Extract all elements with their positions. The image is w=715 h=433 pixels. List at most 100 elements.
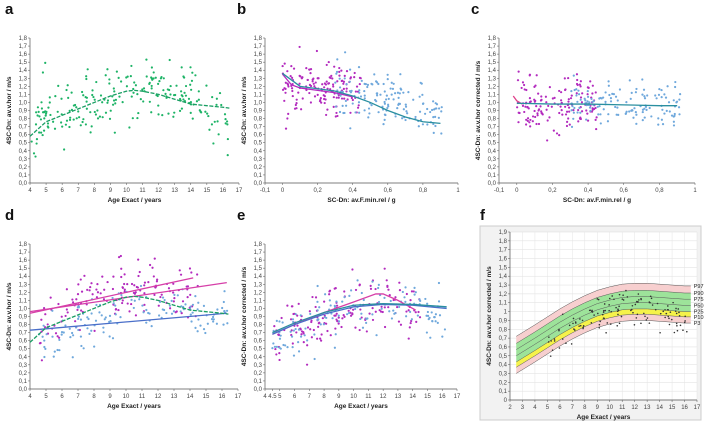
data-point xyxy=(297,328,301,331)
data-point xyxy=(297,91,300,94)
data-point xyxy=(354,307,357,311)
data-point xyxy=(314,81,317,84)
data-point xyxy=(413,286,416,289)
data-point xyxy=(650,115,653,118)
data-point xyxy=(328,293,331,296)
data-point xyxy=(568,324,571,327)
data-point xyxy=(437,107,441,110)
data-point xyxy=(158,80,161,83)
data-point xyxy=(80,344,83,348)
percentile-label: P90 xyxy=(694,291,704,297)
data-point xyxy=(408,326,411,329)
x-tick-label: 5 xyxy=(546,405,550,411)
data-point xyxy=(161,308,164,311)
data-point xyxy=(567,76,570,80)
data-point xyxy=(370,82,373,85)
data-point xyxy=(432,100,435,103)
data-point xyxy=(86,327,89,330)
data-point xyxy=(630,91,633,94)
data-point xyxy=(157,113,160,116)
y-tick-label: 1 xyxy=(504,310,508,316)
x-tick-label: 9 xyxy=(108,394,112,400)
y-tick-label: 0,6 xyxy=(488,133,497,139)
data-point xyxy=(284,344,287,347)
data-point xyxy=(343,290,346,293)
data-point xyxy=(72,334,75,337)
data-point xyxy=(153,257,156,260)
data-point xyxy=(111,337,115,340)
x-tick-label: 11 xyxy=(139,188,146,194)
data-point xyxy=(43,339,46,342)
data-point xyxy=(649,301,651,304)
data-point xyxy=(407,91,410,94)
data-point xyxy=(338,86,342,89)
fit-line xyxy=(29,89,230,137)
x-tick-label: 9 xyxy=(596,405,600,411)
data-point xyxy=(432,116,435,119)
data-point xyxy=(52,355,55,358)
data-point xyxy=(179,310,182,313)
x-tick-label: 11 xyxy=(139,394,146,400)
y-tick-label: 0 xyxy=(504,398,508,404)
data-point xyxy=(286,70,289,73)
x-tick-label: 8 xyxy=(92,394,96,400)
x-tick-label: 6 xyxy=(60,394,64,400)
data-point xyxy=(349,314,353,317)
data-point xyxy=(616,99,619,102)
y-tick-label: 0,0 xyxy=(254,181,263,187)
x-tick-label: 12 xyxy=(380,394,387,400)
data-point xyxy=(77,328,80,332)
data-point xyxy=(369,287,373,290)
data-point xyxy=(150,76,153,79)
data-point xyxy=(205,84,208,87)
data-point xyxy=(386,285,389,289)
y-tick-label: 1,2 xyxy=(488,84,497,90)
data-point xyxy=(591,311,594,313)
data-point xyxy=(602,311,605,313)
data-point xyxy=(289,330,292,333)
x-tick-label: 13 xyxy=(395,394,402,400)
data-point xyxy=(292,320,295,324)
data-point xyxy=(294,313,297,316)
fit-line xyxy=(272,303,447,335)
x-tick-label: 14 xyxy=(656,405,663,411)
data-point xyxy=(631,304,634,307)
data-point xyxy=(567,100,570,103)
data-point xyxy=(598,323,601,326)
data-point xyxy=(287,112,290,116)
data-point xyxy=(308,91,311,95)
data-point xyxy=(383,325,387,329)
data-point xyxy=(143,303,146,306)
data-point xyxy=(571,105,574,108)
data-point xyxy=(106,68,109,71)
data-point xyxy=(275,345,279,348)
data-point xyxy=(310,336,313,339)
data-point xyxy=(69,336,72,339)
data-point xyxy=(678,311,680,314)
data-point xyxy=(641,78,644,81)
data-point xyxy=(159,295,162,299)
data-point xyxy=(384,98,388,101)
data-point xyxy=(98,311,101,314)
data-point xyxy=(363,94,366,97)
data-point xyxy=(385,279,388,282)
data-point xyxy=(642,88,646,91)
data-point xyxy=(354,326,357,329)
data-point xyxy=(558,347,561,349)
data-point xyxy=(34,155,37,158)
data-point xyxy=(547,104,550,108)
data-point xyxy=(356,279,359,282)
data-point xyxy=(618,88,622,91)
data-point xyxy=(102,326,105,329)
data-point xyxy=(660,96,663,99)
panel-label: b xyxy=(237,1,246,18)
x-tick-label: 8 xyxy=(322,394,326,400)
data-point xyxy=(590,97,593,101)
data-point xyxy=(335,111,338,115)
data-point xyxy=(303,334,306,337)
y-tick-label: 1,1 xyxy=(499,301,508,307)
y-tick-label: 0,4 xyxy=(19,149,28,155)
data-point xyxy=(575,88,578,91)
data-point xyxy=(349,111,352,114)
data-point xyxy=(106,280,109,284)
